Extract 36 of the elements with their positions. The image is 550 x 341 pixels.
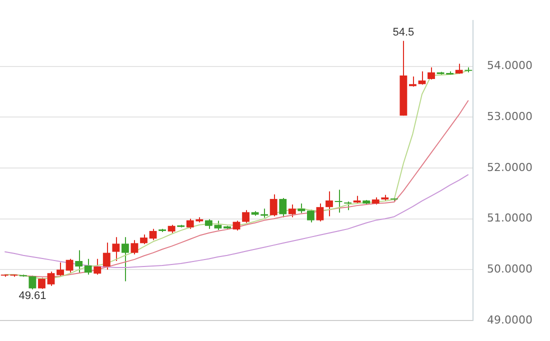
annotation: 54.5	[392, 26, 414, 38]
y-tick-label: 49.0000	[487, 313, 532, 326]
candlestick	[242, 210, 250, 224]
candlestick	[149, 228, 157, 241]
annotation: 49.61	[18, 290, 46, 302]
candlestick	[112, 236, 120, 262]
candlestick	[326, 190, 333, 217]
candlestick	[334, 189, 342, 214]
y-tick-label: 50.0000	[487, 262, 532, 276]
candlestick	[130, 240, 138, 255]
y-tick-label: 51.0000	[487, 212, 532, 225]
candlestick	[418, 70, 426, 86]
candlestick	[121, 236, 129, 282]
candlestick	[84, 258, 92, 276]
candlestick	[279, 197, 287, 218]
candlestick	[38, 277, 46, 290]
candlestick	[298, 203, 306, 214]
candlestick	[102, 242, 110, 270]
candlestick	[66, 258, 74, 274]
candlestick	[288, 204, 296, 218]
candlestick	[270, 194, 278, 217]
y-tick-label: 52.0000	[487, 160, 532, 174]
y-tick-label: 53.0000	[487, 110, 532, 124]
candlestick	[428, 66, 435, 80]
candlestick	[47, 271, 55, 286]
candlestick	[140, 234, 148, 245]
candlestick	[316, 203, 324, 222]
candlestick	[94, 258, 102, 276]
y-tick-label: 54.0000	[487, 59, 532, 72]
candlestick	[232, 220, 240, 231]
candlestick	[409, 76, 416, 88]
candlestick	[75, 250, 83, 274]
candlestick	[455, 63, 463, 74]
candlestick	[28, 275, 36, 290]
candlestick	[56, 262, 64, 278]
candlestick	[306, 209, 314, 223]
